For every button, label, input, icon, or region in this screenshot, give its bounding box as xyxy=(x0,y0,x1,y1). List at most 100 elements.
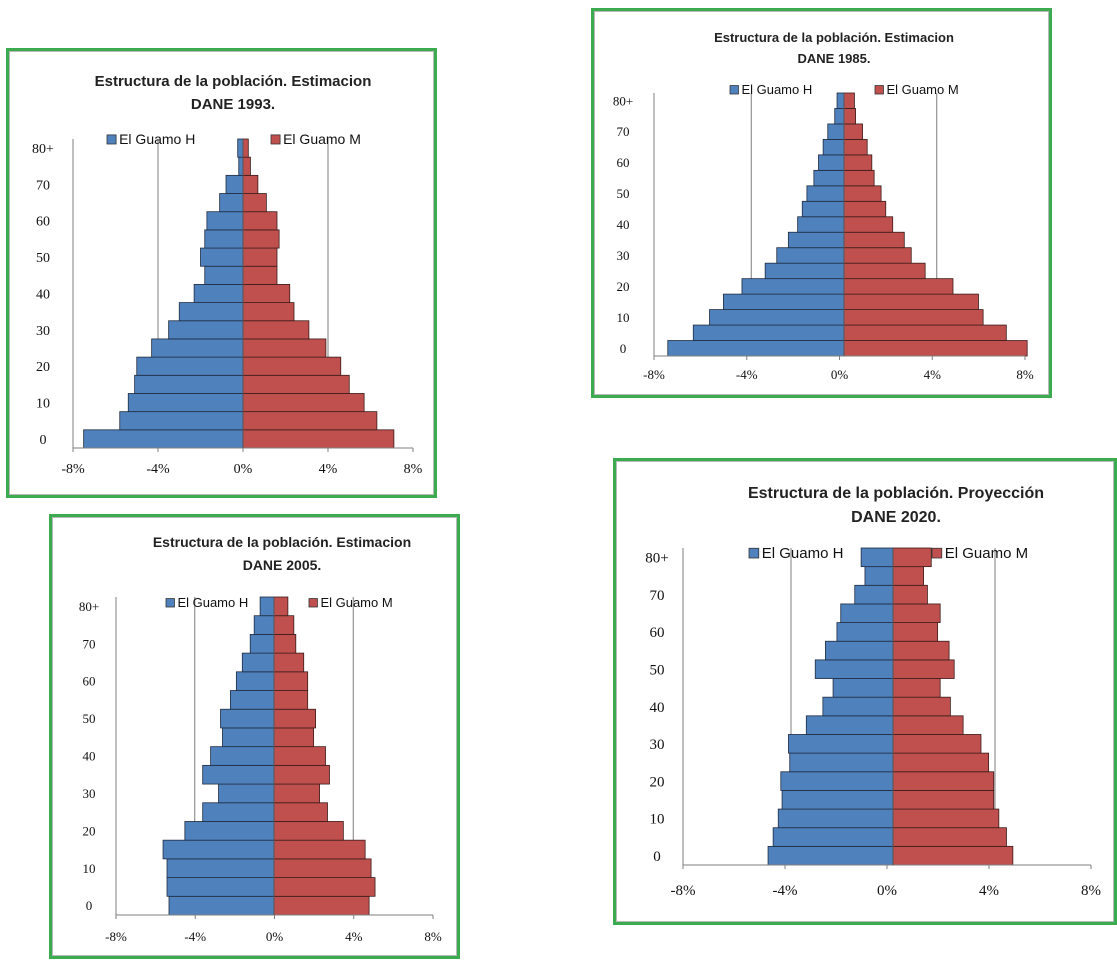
x-tick-label: -8% xyxy=(643,367,665,382)
bar-male xyxy=(692,324,845,341)
x-tick-label: -4% xyxy=(184,929,206,944)
bar-male xyxy=(709,309,845,326)
y-tick-label: 80+ xyxy=(645,551,668,567)
y-tick-label: 40 xyxy=(36,287,50,302)
bar-female xyxy=(892,715,964,735)
legend-swatch-male xyxy=(106,134,117,145)
bar-female xyxy=(242,338,327,358)
bar-female xyxy=(892,808,1000,829)
bar-male xyxy=(832,678,894,698)
population-pyramid-1985: Estructura de la población. Estimacion DA… xyxy=(613,30,1034,382)
legend-label-male: El Guamo H xyxy=(119,131,195,147)
bar-male xyxy=(767,845,894,866)
chart-panel-1985: Estructura de la población. Estimacion DA… xyxy=(591,8,1052,398)
chart-title-line: Estructura de la población. Estimacion xyxy=(714,30,954,45)
bar-female xyxy=(892,790,995,810)
bar-female xyxy=(843,340,1028,357)
bar-female xyxy=(242,156,251,176)
bar-male xyxy=(238,156,244,176)
legend-swatch-female xyxy=(270,134,281,145)
bar-male xyxy=(136,356,244,376)
chart-title-line: Estructura de la población. Proyección xyxy=(748,485,1044,502)
bar-female xyxy=(242,284,291,303)
y-tick-label: 80+ xyxy=(613,93,633,108)
bar-male xyxy=(241,652,275,673)
bar-male xyxy=(797,216,845,233)
bar-female xyxy=(242,356,342,376)
legend-label-female: El Guamo M xyxy=(283,131,361,147)
x-tick-label: -4% xyxy=(773,883,798,899)
bar-male xyxy=(237,138,244,158)
bar-female xyxy=(843,200,887,218)
bar-male xyxy=(805,715,894,735)
population-pyramid-2020: Estructura de la población. Proyección DA… xyxy=(645,485,1101,899)
bar-female xyxy=(242,247,278,267)
bar-male xyxy=(788,734,894,754)
legend-label-male: El Guamo H xyxy=(741,82,812,97)
bar-female xyxy=(892,734,982,754)
y-tick-label: 0 xyxy=(40,433,47,448)
bar-female xyxy=(843,324,1007,341)
x-tick-label: 0% xyxy=(877,883,897,899)
bar-male xyxy=(162,839,275,860)
bar-female xyxy=(892,584,928,605)
bar-female xyxy=(892,659,955,679)
chart-title-line: DANE 1993. xyxy=(191,96,275,113)
bar-male xyxy=(741,278,845,295)
bar-male xyxy=(119,411,244,431)
chart-title-line: DANE 2020. xyxy=(851,509,941,526)
chart-panel-1993: Estructura de la población. Estimacion DA… xyxy=(6,48,437,498)
bar-female xyxy=(843,139,868,156)
bar-female xyxy=(892,845,1014,866)
bar-male xyxy=(204,229,244,249)
chart-panel-2020: Estructura de la población. Proyección DA… xyxy=(613,458,1117,925)
bar-female xyxy=(273,708,317,729)
bar-female xyxy=(843,262,926,280)
y-tick-label: 0 xyxy=(653,849,661,865)
y-tick-label: 30 xyxy=(36,324,50,339)
bar-female xyxy=(843,108,856,125)
bar-male xyxy=(219,193,244,213)
y-tick-label: 40 xyxy=(617,217,630,232)
bar-male xyxy=(210,746,275,766)
bar-female xyxy=(892,547,932,568)
x-tick-label: 8% xyxy=(1016,367,1034,382)
bar-male xyxy=(184,821,275,841)
bar-male xyxy=(840,603,894,623)
y-tick-label: 20 xyxy=(83,823,96,838)
bar-female xyxy=(273,652,305,673)
bar-female xyxy=(843,154,873,171)
y-tick-label: 60 xyxy=(83,674,96,689)
bar-male xyxy=(127,393,244,413)
bar-male xyxy=(827,123,845,140)
bar-female xyxy=(843,231,905,249)
bar-female xyxy=(843,185,882,202)
bar-male xyxy=(818,154,845,171)
bar-female xyxy=(242,374,350,394)
bar-female xyxy=(273,783,320,804)
bar-male xyxy=(776,247,845,264)
bar-male xyxy=(166,858,275,878)
bar-male xyxy=(854,584,894,605)
bar-male xyxy=(814,659,894,679)
population-pyramid-2005: Estructura de la población. Estimacion DA… xyxy=(79,534,442,944)
bar-male xyxy=(825,640,894,661)
y-tick-label: 50 xyxy=(83,711,96,726)
y-tick-label: 60 xyxy=(36,215,50,230)
bar-female xyxy=(843,92,855,109)
y-tick-label: 70 xyxy=(36,178,50,193)
bar-female xyxy=(892,603,941,623)
bar-male xyxy=(813,169,845,187)
bar-female xyxy=(843,309,984,326)
bar-male xyxy=(230,690,275,710)
bar-male xyxy=(151,338,244,358)
bar-female xyxy=(242,211,278,231)
y-tick-label: 60 xyxy=(617,155,630,170)
bar-female xyxy=(273,839,366,860)
bar-female xyxy=(242,138,249,158)
bar-female xyxy=(242,429,395,449)
bar-male xyxy=(801,200,845,218)
y-tick-label: 0 xyxy=(86,898,93,913)
bar-male xyxy=(204,265,244,285)
bar-female xyxy=(892,771,995,791)
